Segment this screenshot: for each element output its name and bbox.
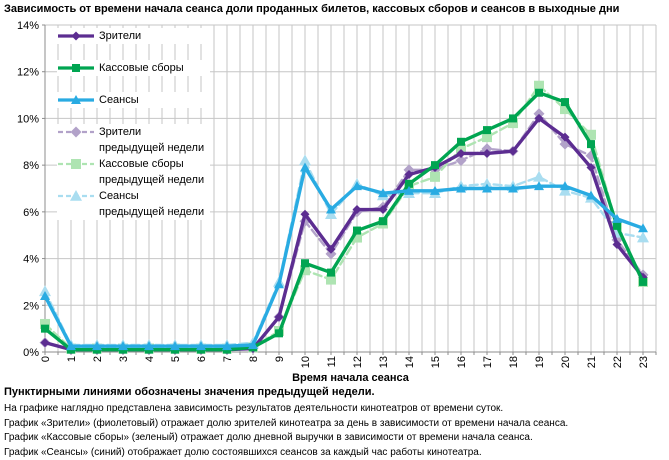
svg-text:15: 15 xyxy=(430,356,442,368)
footer-line: График «Кассовые сборы» (зеленый) отража… xyxy=(4,431,667,446)
svg-text:2%: 2% xyxy=(23,300,39,312)
x-axis-label: Время начала сеанса xyxy=(45,372,656,384)
svg-text:8: 8 xyxy=(248,356,260,362)
svg-text:12%: 12% xyxy=(17,67,39,79)
svg-text:19: 19 xyxy=(534,356,546,368)
legend-marker-icon xyxy=(57,124,95,140)
legend-marker-icon xyxy=(57,188,95,204)
svg-text:11: 11 xyxy=(326,356,338,367)
svg-text:22: 22 xyxy=(612,356,624,368)
legend-label: Кассовые сборы xyxy=(99,60,184,76)
svg-text:6: 6 xyxy=(196,356,208,362)
svg-text:14: 14 xyxy=(404,356,416,368)
legend-marker-icon xyxy=(57,156,95,172)
svg-text:20: 20 xyxy=(560,356,572,368)
legend-item: Кассовые сборы xyxy=(57,60,210,76)
legend-label: Зрители xyxy=(99,28,141,44)
svg-text:4%: 4% xyxy=(23,254,39,266)
chart-page: Зависимость от времени начала сеанса дол… xyxy=(0,0,669,447)
svg-text:9: 9 xyxy=(274,356,286,362)
footer-line: График «Сеансы» (синий) отображает долю … xyxy=(4,446,667,460)
footer-line: На графике наглядно представлена зависим… xyxy=(4,402,667,417)
svg-text:10: 10 xyxy=(300,356,312,368)
svg-text:5: 5 xyxy=(170,356,182,362)
svg-text:8%: 8% xyxy=(23,160,39,172)
legend-item: Сеансы xyxy=(57,92,210,108)
footer-line: График «Зрители» (фиолетовый) отражает д… xyxy=(4,417,667,432)
svg-text:3: 3 xyxy=(118,356,130,362)
svg-text:16: 16 xyxy=(456,356,468,368)
legend-label: Сеансы xyxy=(99,92,139,108)
legend-item: Зрители xyxy=(57,28,210,44)
legend-marker-icon xyxy=(57,28,95,44)
svg-text:18: 18 xyxy=(508,356,520,368)
svg-text:4: 4 xyxy=(144,356,156,362)
svg-text:17: 17 xyxy=(482,356,494,368)
legend-marker-icon xyxy=(57,60,95,76)
footer-bold-note: Пунктирными линиями обозначены значения … xyxy=(4,385,667,400)
svg-text:2: 2 xyxy=(92,356,104,362)
svg-text:14%: 14% xyxy=(17,20,39,32)
legend-marker-icon xyxy=(57,92,95,108)
footer-notes: Пунктирными линиями обозначены значения … xyxy=(4,385,667,460)
svg-text:21: 21 xyxy=(586,356,598,368)
svg-text:10%: 10% xyxy=(17,113,39,125)
svg-text:7: 7 xyxy=(222,356,234,362)
svg-text:12: 12 xyxy=(352,356,364,368)
svg-text:23: 23 xyxy=(638,356,650,368)
svg-text:6%: 6% xyxy=(23,207,39,219)
svg-text:1: 1 xyxy=(66,356,78,362)
svg-text:13: 13 xyxy=(378,356,390,368)
svg-text:0%: 0% xyxy=(23,347,39,359)
svg-text:0: 0 xyxy=(40,356,52,362)
